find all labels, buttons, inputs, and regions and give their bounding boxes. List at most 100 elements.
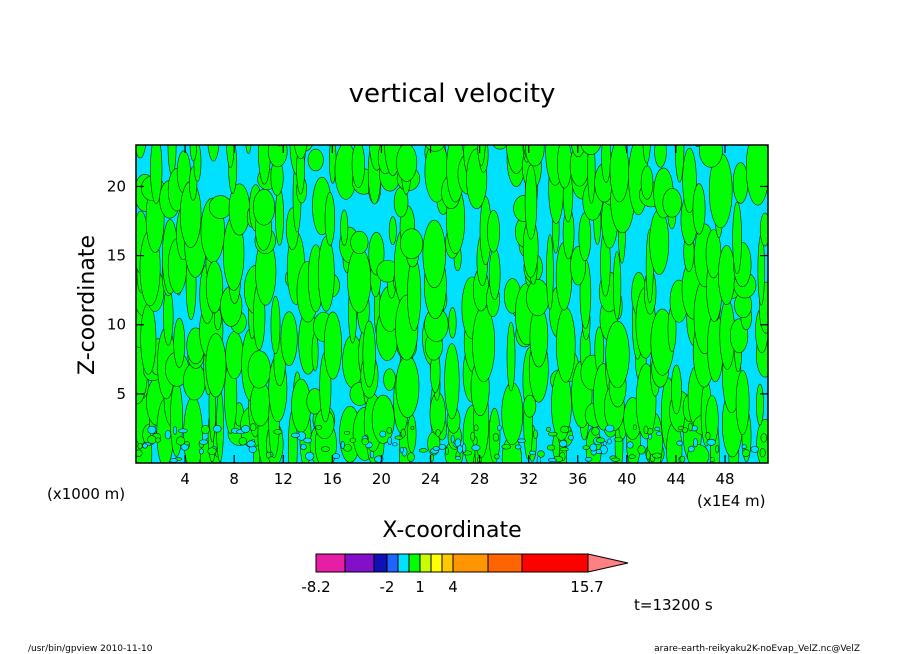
surface-cell xyxy=(386,427,393,434)
x-axis: 4 8 12 16 20 24 28 32 36 40 44 48 xyxy=(180,145,735,488)
surface-cell xyxy=(410,425,415,431)
colorbar-label: 15.7 xyxy=(570,578,603,596)
surface-cell xyxy=(445,447,449,455)
plume-segment xyxy=(324,192,336,246)
surface-cell xyxy=(741,444,747,449)
plume-segment xyxy=(523,394,537,418)
surface-cell xyxy=(332,453,340,459)
plume-segment xyxy=(267,145,288,168)
surface-cell xyxy=(249,423,257,432)
y-axis: 5 10 15 20 xyxy=(107,177,768,403)
plume-segment xyxy=(208,195,233,219)
surface-cell xyxy=(678,425,684,431)
surface-cell xyxy=(614,436,623,443)
plume-segment xyxy=(472,305,496,383)
surface-cell xyxy=(315,425,323,430)
plume-segment xyxy=(252,189,276,226)
surface-cell xyxy=(361,438,369,446)
plume-segment xyxy=(280,311,298,366)
x-tick-label: 20 xyxy=(372,470,391,488)
surface-cell xyxy=(238,437,248,446)
y-axis-label: Z-coordinate xyxy=(75,235,100,375)
surface-cell xyxy=(643,425,649,435)
colorbar-label: 1 xyxy=(415,578,425,596)
surface-cell xyxy=(567,435,574,441)
surface-cell xyxy=(706,438,716,446)
x-tick-label: 4 xyxy=(180,470,190,488)
surface-cell xyxy=(246,440,256,448)
plume-segment xyxy=(477,145,486,166)
surface-cell xyxy=(241,425,251,433)
plume-segment xyxy=(350,230,369,255)
surface-cell xyxy=(628,454,636,459)
surface-cell xyxy=(514,444,522,450)
plume-segment xyxy=(407,257,422,332)
surface-cell xyxy=(178,428,188,434)
surface-cell xyxy=(418,448,428,453)
colorbar-swatch xyxy=(315,553,346,573)
surface-cell xyxy=(201,425,210,435)
plume-segment xyxy=(718,245,736,306)
surface-cell xyxy=(559,447,569,452)
plume-segment xyxy=(140,303,157,375)
x-tick-label: 8 xyxy=(229,470,239,488)
plot-frame xyxy=(135,144,769,464)
surface-cell xyxy=(688,422,693,432)
surface-cell xyxy=(595,449,602,455)
plume-segment xyxy=(609,145,630,203)
surface-cell xyxy=(379,430,387,438)
surface-cell xyxy=(679,455,686,463)
colorbar xyxy=(315,553,629,573)
x-tick-label: 28 xyxy=(470,470,489,488)
y-tick-label: 15 xyxy=(107,247,126,265)
surface-cell xyxy=(646,450,651,460)
surface-cell xyxy=(676,440,684,446)
y-tick-label: 20 xyxy=(107,177,126,195)
x-tick-label: 40 xyxy=(617,470,636,488)
time-label: t=13200 s xyxy=(634,596,713,614)
x-axis-label: X-coordinate xyxy=(382,518,521,543)
surface-cell xyxy=(656,431,663,436)
surface-cell xyxy=(173,425,177,435)
plume-segment xyxy=(347,247,372,313)
plume-segment xyxy=(555,307,576,383)
surface-cell xyxy=(387,436,392,445)
surface-cell xyxy=(303,437,313,444)
surface-cell xyxy=(207,447,217,455)
colorbar-swatch xyxy=(521,553,589,573)
surface-cell xyxy=(273,429,283,435)
surface-cell xyxy=(321,446,330,452)
surface-cell xyxy=(155,437,161,443)
surface-cell xyxy=(537,450,545,458)
surface-cell xyxy=(546,426,551,432)
plume-segment xyxy=(294,145,308,160)
surface-cell xyxy=(340,440,345,449)
plume-segment xyxy=(759,212,768,247)
plume-segment xyxy=(362,320,376,388)
surface-cell xyxy=(611,457,620,462)
colorbar-swatch xyxy=(344,553,375,573)
surface-cell xyxy=(693,438,698,448)
plume-segment xyxy=(383,368,396,391)
plume-segment xyxy=(735,370,750,435)
surface-cell xyxy=(147,435,157,444)
plume-segment xyxy=(399,228,424,260)
plume-segment xyxy=(605,320,630,389)
x-tick-label: 16 xyxy=(323,470,342,488)
footer-right: arare-earth-reikyaku2K-noEvap_VelZ.nc@Ve… xyxy=(654,644,860,654)
surface-cell xyxy=(450,434,455,444)
surface-cell xyxy=(455,455,461,461)
surface-cell xyxy=(494,453,500,460)
surface-cell xyxy=(147,425,157,435)
surface-cell xyxy=(605,424,615,433)
plume-segment xyxy=(189,145,198,162)
plume-segment xyxy=(662,188,682,218)
surface-cell xyxy=(435,429,441,437)
surface-cell xyxy=(607,438,612,445)
surface-cell xyxy=(682,427,688,433)
surface-cell xyxy=(349,437,356,443)
chart-title: vertical velocity xyxy=(349,79,556,109)
surface-cell xyxy=(344,430,351,435)
surface-cell xyxy=(546,444,556,451)
surface-cell xyxy=(529,450,537,455)
